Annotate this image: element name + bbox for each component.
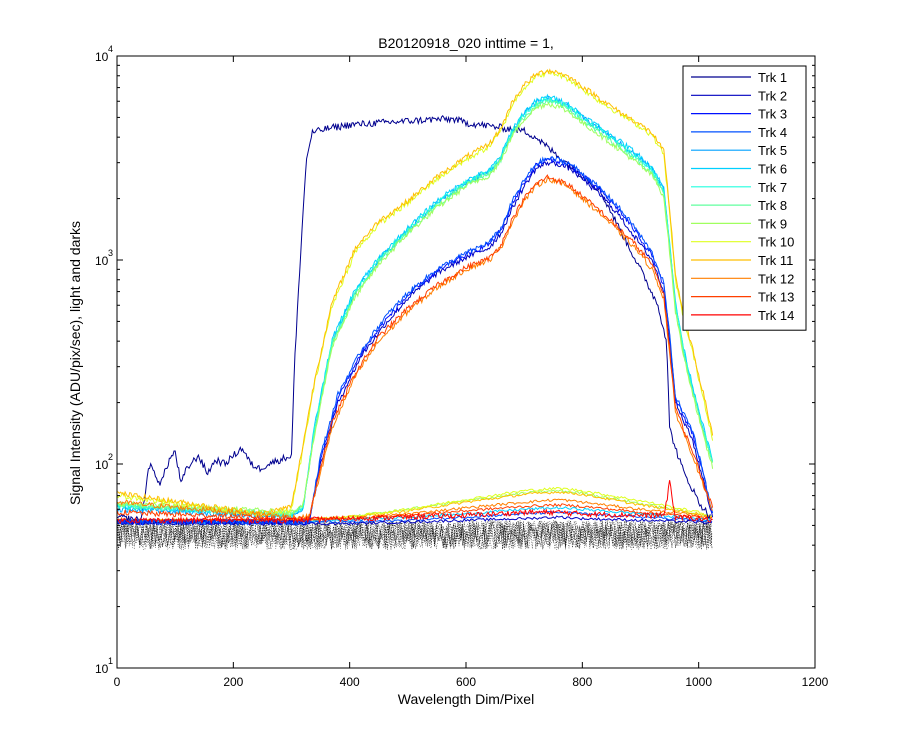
legend-label-3: Trk 3 bbox=[758, 107, 787, 122]
legend: Trk 1 Trk 2 Trk 3 Trk 4 Trk 5 Trk 6 Trk 7 Trk 8… bbox=[682, 65, 807, 331]
series-line-9 bbox=[116, 101, 714, 517]
legend-label-12: Trk 12 bbox=[758, 271, 794, 286]
series-line-10 bbox=[116, 69, 714, 519]
dark-frame-trace bbox=[116, 520, 713, 550]
dark-frame-trace bbox=[116, 519, 713, 550]
low-signal-line bbox=[116, 502, 713, 523]
chart-title: B20120918_020 inttime = 1, bbox=[378, 35, 554, 51]
y-tick-label-base: 10 bbox=[95, 254, 109, 268]
x-tick-label: 1000 bbox=[685, 675, 712, 689]
legend-label-14: Trk 14 bbox=[758, 308, 794, 323]
x-tick-label: 400 bbox=[340, 675, 360, 689]
dark-frame-trace bbox=[116, 519, 713, 551]
legend-label-8: Trk 8 bbox=[758, 198, 787, 213]
series-line-12 bbox=[116, 176, 713, 521]
legend-box bbox=[682, 65, 807, 331]
dark-frame-trace bbox=[116, 519, 713, 550]
x-tick-label: 800 bbox=[572, 675, 592, 689]
series-line-1 bbox=[116, 115, 711, 526]
y-tick-label-base: 10 bbox=[95, 662, 109, 676]
y-tick-label-exponent: 1 bbox=[108, 656, 113, 666]
x-tick-label: 200 bbox=[223, 675, 243, 689]
dark-frame-trace bbox=[116, 519, 713, 550]
y-tick-label-exponent: 2 bbox=[108, 452, 113, 462]
axes bbox=[116, 55, 816, 669]
legend-label-4: Trk 4 bbox=[758, 125, 787, 140]
legend-label-13: Trk 13 bbox=[758, 290, 794, 305]
series-line-4 bbox=[116, 155, 714, 527]
legend-label-2: Trk 2 bbox=[758, 88, 787, 103]
y-axis-label: Signal Intensity (ADU/pix/sec), light an… bbox=[67, 221, 83, 505]
legend-label-5: Trk 5 bbox=[758, 143, 787, 158]
x-tick-label: 1200 bbox=[802, 675, 829, 689]
series-line-13 bbox=[116, 174, 714, 523]
y-tick-label-exponent: 3 bbox=[108, 248, 113, 258]
y-tick-label-base: 10 bbox=[95, 458, 109, 472]
dark-frame-trace bbox=[116, 519, 713, 551]
legend-label-1: Trk 1 bbox=[758, 70, 787, 85]
series-lines bbox=[116, 68, 714, 527]
y-tick-label-base: 10 bbox=[95, 50, 109, 64]
legend-label-7: Trk 7 bbox=[758, 180, 787, 195]
legend-label-9: Trk 9 bbox=[758, 216, 787, 231]
series-line-14 bbox=[116, 480, 713, 525]
series-line-11 bbox=[116, 68, 714, 517]
dark-frame-trace bbox=[116, 519, 713, 551]
legend-label-11: Trk 11 bbox=[758, 253, 793, 268]
dark-frames-layer bbox=[116, 519, 713, 551]
y-tick-label-exponent: 4 bbox=[108, 44, 113, 54]
x-axis-label: Wavelength Dim/Pixel bbox=[398, 691, 534, 707]
legend-label-6: Trk 6 bbox=[758, 162, 787, 177]
x-tick-label: 0 bbox=[114, 675, 121, 689]
legend-label-10: Trk 10 bbox=[758, 235, 794, 250]
x-tick-label: 600 bbox=[456, 675, 476, 689]
